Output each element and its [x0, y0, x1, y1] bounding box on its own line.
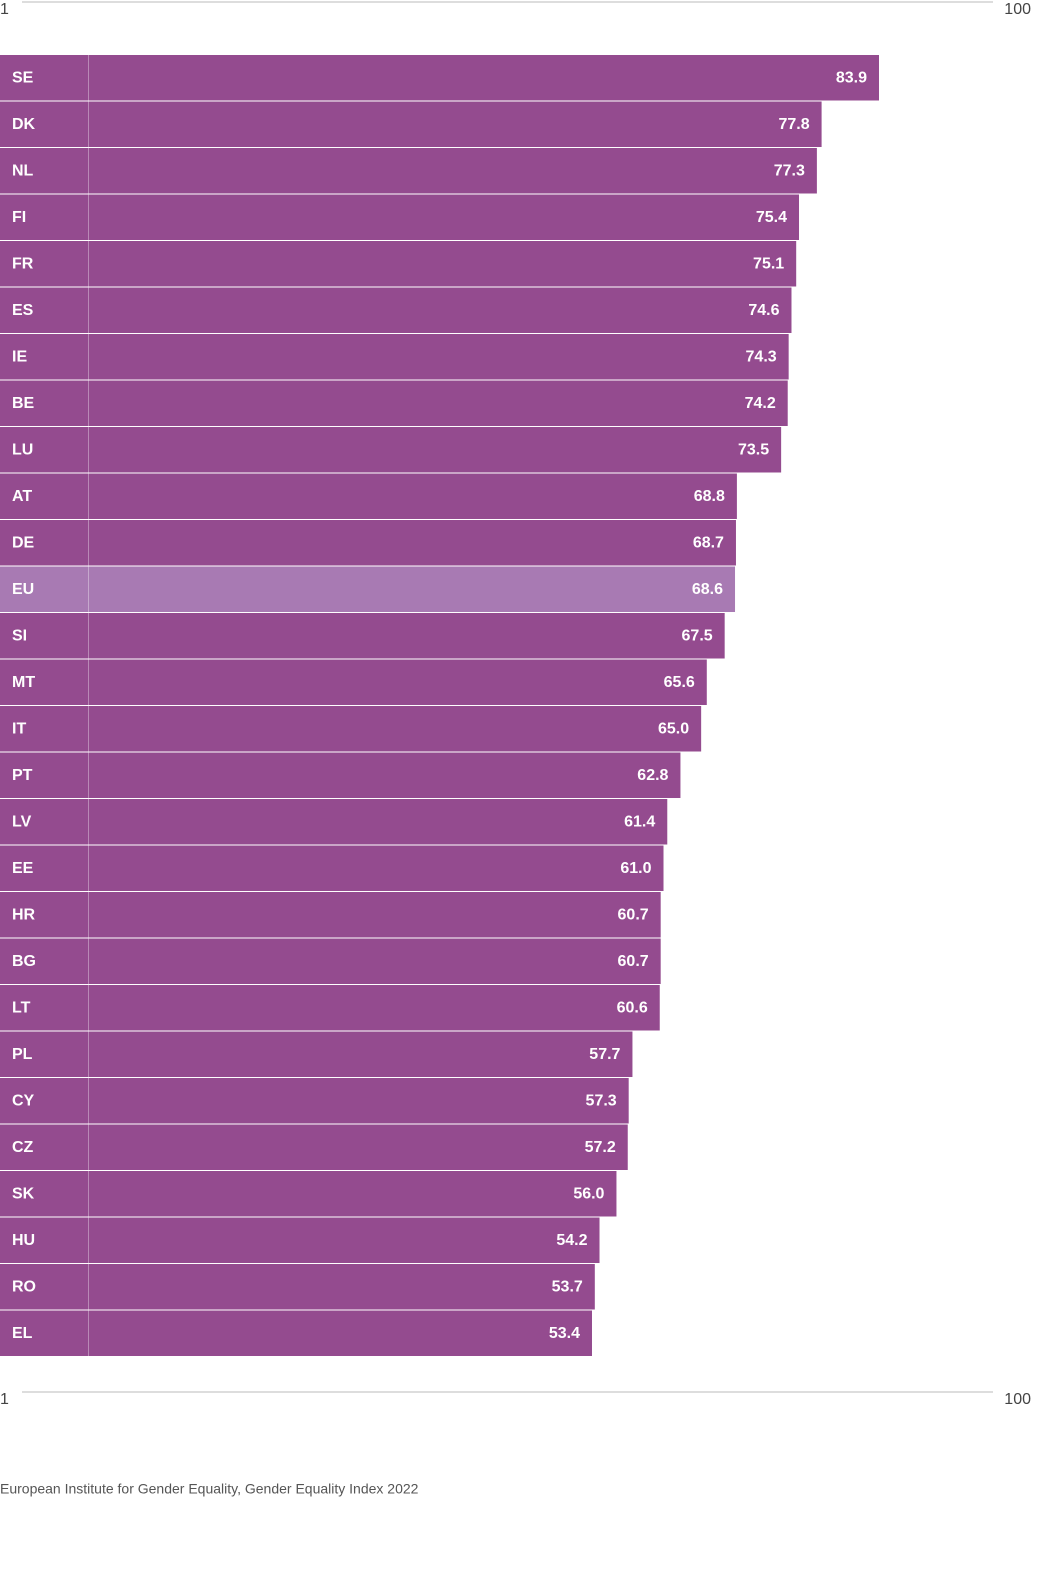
value-label: 77.3: [774, 162, 805, 179]
value-label: 83.9: [836, 69, 867, 86]
bar: [0, 985, 660, 1031]
category-label: RO: [12, 1278, 36, 1295]
bar: [0, 799, 668, 845]
value-label: 65.0: [658, 720, 689, 737]
bar: [0, 1171, 617, 1217]
category-label: DK: [12, 116, 36, 133]
category-label: HR: [12, 906, 36, 923]
category-label: ES: [12, 302, 34, 319]
bar: [0, 334, 789, 380]
category-label: HU: [12, 1232, 35, 1249]
category-label: LT: [12, 999, 31, 1016]
bar: [0, 101, 822, 147]
value-label: 60.7: [618, 953, 649, 970]
bar: [0, 380, 788, 426]
bar: [0, 659, 707, 705]
value-label: 61.0: [620, 860, 651, 877]
bar: [0, 148, 817, 194]
value-label: 77.8: [778, 116, 809, 133]
bar: [0, 1217, 600, 1263]
category-label: SK: [12, 1185, 35, 1202]
category-label: SI: [12, 627, 27, 644]
category-label: EE: [12, 860, 34, 877]
category-label: CY: [12, 1092, 35, 1109]
bar: [0, 938, 661, 984]
category-label: IT: [12, 720, 26, 737]
category-label: LV: [12, 813, 32, 830]
value-label: 53.4: [549, 1325, 580, 1342]
bar: [0, 1078, 629, 1124]
category-label: DE: [12, 534, 35, 551]
category-label: PT: [12, 767, 33, 784]
category-label: BG: [12, 953, 36, 970]
bar: [0, 1031, 633, 1077]
bar: [0, 706, 702, 752]
category-label: BE: [12, 395, 35, 412]
category-label: FR: [12, 255, 34, 272]
bar: [0, 55, 879, 101]
x-tick-label: 1: [0, 1, 9, 18]
category-label: MT: [12, 674, 35, 691]
value-label: 57.7: [589, 1046, 620, 1063]
bar: [0, 241, 797, 287]
bar: [0, 520, 736, 566]
value-label: 73.5: [738, 441, 769, 458]
value-label: 75.4: [756, 209, 787, 226]
bar: [0, 473, 737, 519]
category-label: NL: [12, 162, 34, 179]
value-label: 56.0: [573, 1185, 604, 1202]
category-label: SE: [12, 69, 34, 86]
value-label: 65.6: [664, 674, 695, 691]
category-label: EL: [12, 1325, 33, 1342]
source: European Institute for Gender Equality, …: [0, 1481, 419, 1497]
bar: [0, 427, 782, 473]
bar: [0, 892, 661, 938]
bar: [0, 752, 681, 798]
category-label: EU: [12, 581, 34, 598]
value-label: 60.6: [617, 999, 648, 1016]
bar: [0, 194, 800, 240]
bar: [0, 613, 725, 659]
bar: [0, 1310, 592, 1356]
value-label: 68.6: [692, 581, 723, 598]
value-label: 57.3: [586, 1092, 617, 1109]
value-label: 68.7: [693, 534, 724, 551]
x-tick-label: 100: [1004, 1, 1031, 18]
category-label: IE: [12, 348, 27, 365]
value-label: 68.8: [694, 488, 725, 505]
value-label: 60.7: [618, 906, 649, 923]
category-label: AT: [12, 488, 32, 505]
bar: [0, 287, 792, 333]
value-label: 54.2: [556, 1232, 587, 1249]
value-label: 62.8: [637, 767, 668, 784]
bar: [0, 566, 736, 612]
value-label: 57.2: [585, 1139, 616, 1156]
value-label: 74.3: [746, 348, 777, 365]
category-label: FI: [12, 209, 26, 226]
x-tick-label: 100: [1004, 1391, 1031, 1408]
value-label: 74.6: [748, 302, 779, 319]
value-label: 53.7: [552, 1278, 583, 1295]
category-label: LU: [12, 441, 33, 458]
x-tick-label: 1: [0, 1391, 9, 1408]
bar: [0, 845, 664, 891]
value-label: 74.2: [745, 395, 776, 412]
bar: [0, 1264, 595, 1310]
category-label: CZ: [12, 1139, 34, 1156]
category-label: PL: [12, 1046, 33, 1063]
value-label: 67.5: [682, 627, 713, 644]
bar: [0, 1124, 628, 1170]
value-label: 61.4: [624, 813, 655, 830]
value-label: 75.1: [753, 255, 784, 272]
